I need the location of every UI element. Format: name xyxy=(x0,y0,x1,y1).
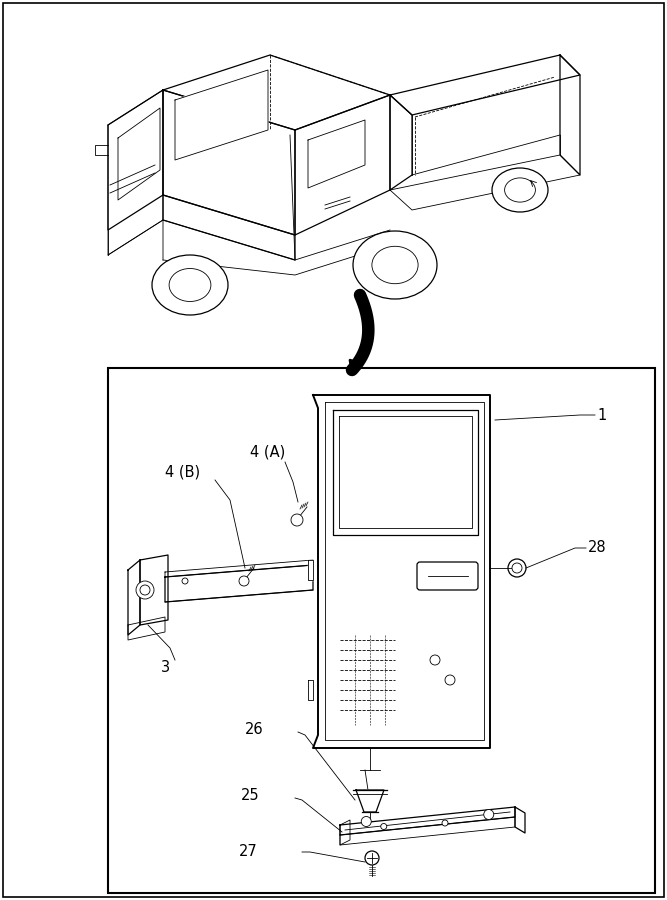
Polygon shape xyxy=(175,70,268,160)
Polygon shape xyxy=(128,617,165,640)
Text: 4 (B): 4 (B) xyxy=(165,464,200,480)
Circle shape xyxy=(182,578,188,584)
Polygon shape xyxy=(118,108,160,200)
Polygon shape xyxy=(140,555,168,625)
Polygon shape xyxy=(340,817,515,845)
Polygon shape xyxy=(163,90,295,235)
Polygon shape xyxy=(390,55,580,115)
Polygon shape xyxy=(313,395,490,748)
Polygon shape xyxy=(308,120,365,188)
Polygon shape xyxy=(308,560,313,580)
Text: 1: 1 xyxy=(597,408,606,422)
Circle shape xyxy=(136,581,154,599)
Text: 26: 26 xyxy=(245,723,264,737)
Bar xyxy=(108,368,655,893)
Ellipse shape xyxy=(353,231,437,299)
Polygon shape xyxy=(560,55,580,175)
Polygon shape xyxy=(390,95,412,190)
Polygon shape xyxy=(165,565,313,602)
Ellipse shape xyxy=(492,168,548,212)
Polygon shape xyxy=(295,95,390,235)
Polygon shape xyxy=(333,410,478,535)
Polygon shape xyxy=(308,680,313,700)
Polygon shape xyxy=(340,807,515,835)
Polygon shape xyxy=(356,790,384,812)
Polygon shape xyxy=(163,195,295,260)
Circle shape xyxy=(508,559,526,577)
Circle shape xyxy=(140,585,150,595)
Circle shape xyxy=(484,809,494,820)
Circle shape xyxy=(239,576,249,586)
Polygon shape xyxy=(108,90,163,255)
Ellipse shape xyxy=(505,178,536,202)
Polygon shape xyxy=(390,155,580,210)
Text: 25: 25 xyxy=(241,788,260,804)
Ellipse shape xyxy=(152,255,228,315)
Polygon shape xyxy=(339,416,472,528)
FancyBboxPatch shape xyxy=(417,562,478,590)
Circle shape xyxy=(381,824,387,830)
Polygon shape xyxy=(163,55,390,130)
Circle shape xyxy=(442,820,448,826)
Circle shape xyxy=(445,675,455,685)
Polygon shape xyxy=(108,90,163,230)
Text: 27: 27 xyxy=(239,844,258,860)
Polygon shape xyxy=(325,402,484,740)
Polygon shape xyxy=(340,820,350,845)
Text: 4 (A): 4 (A) xyxy=(250,445,285,460)
Polygon shape xyxy=(165,560,313,577)
Ellipse shape xyxy=(169,268,211,302)
Circle shape xyxy=(362,816,372,826)
Polygon shape xyxy=(515,807,525,833)
Circle shape xyxy=(430,655,440,665)
Circle shape xyxy=(512,563,522,573)
Text: 3: 3 xyxy=(161,661,169,676)
Ellipse shape xyxy=(372,247,418,284)
Text: 28: 28 xyxy=(588,541,606,555)
Circle shape xyxy=(291,514,303,526)
Circle shape xyxy=(365,851,379,865)
Polygon shape xyxy=(128,560,140,635)
